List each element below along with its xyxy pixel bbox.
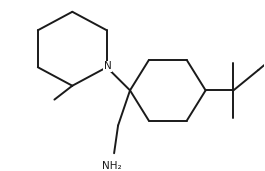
Text: NH₂: NH₂ — [102, 161, 122, 171]
Text: N: N — [104, 61, 112, 71]
